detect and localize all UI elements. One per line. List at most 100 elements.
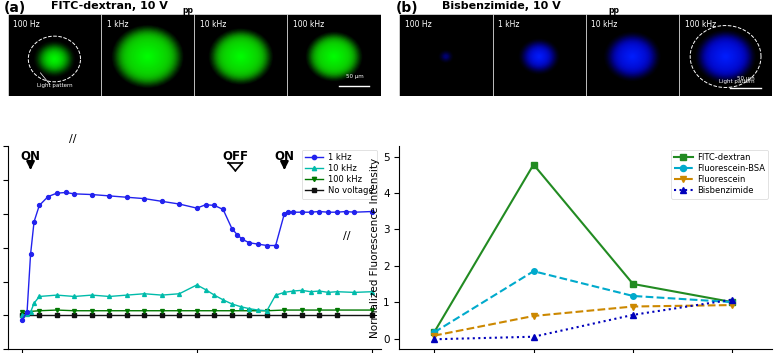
1 kHz <box>367 209 377 214</box>
Circle shape <box>310 36 358 77</box>
Circle shape <box>608 36 656 78</box>
Bar <box>288 14 381 96</box>
Circle shape <box>330 53 339 60</box>
Circle shape <box>312 37 356 76</box>
Circle shape <box>623 49 641 64</box>
Circle shape <box>708 42 743 71</box>
Circle shape <box>618 44 647 69</box>
Circle shape <box>524 44 554 70</box>
1 kHz <box>254 242 263 246</box>
Circle shape <box>238 54 244 59</box>
Circle shape <box>526 44 553 68</box>
Circle shape <box>115 28 180 85</box>
1 kHz <box>332 210 342 214</box>
Circle shape <box>528 47 550 66</box>
Text: FITC-dextran, 10 V: FITC-dextran, 10 V <box>51 1 168 11</box>
Circle shape <box>314 39 353 74</box>
Circle shape <box>315 40 353 73</box>
No voltage <box>105 313 114 318</box>
Circle shape <box>222 40 260 73</box>
100 kHz <box>280 308 289 312</box>
Text: ON: ON <box>275 150 294 163</box>
Circle shape <box>317 42 351 71</box>
Circle shape <box>626 52 638 61</box>
Circle shape <box>147 56 148 57</box>
Circle shape <box>525 44 553 69</box>
Circle shape <box>218 36 264 77</box>
Circle shape <box>328 51 341 62</box>
Circle shape <box>52 57 57 61</box>
100 kHz <box>34 309 44 313</box>
Circle shape <box>311 36 357 77</box>
Circle shape <box>135 46 160 67</box>
Circle shape <box>526 46 551 67</box>
Bar <box>194 14 288 96</box>
10 kHz <box>271 293 280 297</box>
Circle shape <box>523 43 555 71</box>
Text: Bisbenzimide, 10 V: Bisbenzimide, 10 V <box>442 1 561 11</box>
Circle shape <box>41 47 68 71</box>
1 kHz <box>245 241 254 245</box>
Circle shape <box>217 36 264 77</box>
Circle shape <box>707 40 744 73</box>
1 kHz <box>227 226 236 231</box>
Circle shape <box>535 53 544 60</box>
Circle shape <box>613 40 651 73</box>
10 kHz <box>289 289 298 293</box>
Circle shape <box>44 50 65 68</box>
Circle shape <box>219 38 262 75</box>
FITC-dextran <box>629 282 638 286</box>
Circle shape <box>45 51 63 67</box>
Circle shape <box>212 31 269 82</box>
No voltage <box>192 313 201 318</box>
Circle shape <box>45 51 64 67</box>
100 kHz <box>245 309 254 313</box>
No voltage <box>17 313 27 318</box>
Circle shape <box>233 50 248 63</box>
10 kHz <box>201 288 211 292</box>
Circle shape <box>626 51 639 62</box>
Line: 10 kHz: 10 kHz <box>20 283 374 317</box>
Circle shape <box>333 56 335 57</box>
1 kHz <box>201 203 211 207</box>
Circle shape <box>324 48 343 65</box>
Circle shape <box>712 44 739 68</box>
Line: 1 kHz: 1 kHz <box>20 191 374 322</box>
Circle shape <box>619 45 645 68</box>
Circle shape <box>319 43 349 70</box>
Circle shape <box>318 43 349 70</box>
Circle shape <box>49 54 60 64</box>
Circle shape <box>331 53 338 60</box>
Circle shape <box>717 49 734 64</box>
Circle shape <box>126 37 170 76</box>
10 kHz <box>52 293 62 297</box>
10 kHz <box>23 312 32 316</box>
Fluorescein <box>529 314 538 318</box>
Circle shape <box>331 54 337 59</box>
100 kHz <box>87 309 97 313</box>
Circle shape <box>137 47 158 66</box>
Circle shape <box>236 52 246 61</box>
Circle shape <box>220 38 261 74</box>
Circle shape <box>214 33 268 80</box>
Circle shape <box>229 47 252 66</box>
Fluorescein <box>629 304 638 309</box>
Circle shape <box>533 51 545 62</box>
10 kHz <box>87 293 97 297</box>
Circle shape <box>327 50 341 63</box>
No voltage <box>367 313 377 318</box>
Circle shape <box>723 54 729 59</box>
Circle shape <box>725 56 726 57</box>
Text: pp: pp <box>608 6 619 15</box>
Circle shape <box>705 38 746 74</box>
Text: 1 kHz: 1 kHz <box>107 20 128 29</box>
Circle shape <box>48 53 61 65</box>
Circle shape <box>118 30 178 83</box>
Circle shape <box>221 39 261 74</box>
10 kHz <box>69 294 79 299</box>
Circle shape <box>329 52 339 61</box>
Circle shape <box>139 49 157 64</box>
1 kHz <box>52 191 62 195</box>
Circle shape <box>53 58 56 60</box>
10 kHz <box>122 293 132 297</box>
